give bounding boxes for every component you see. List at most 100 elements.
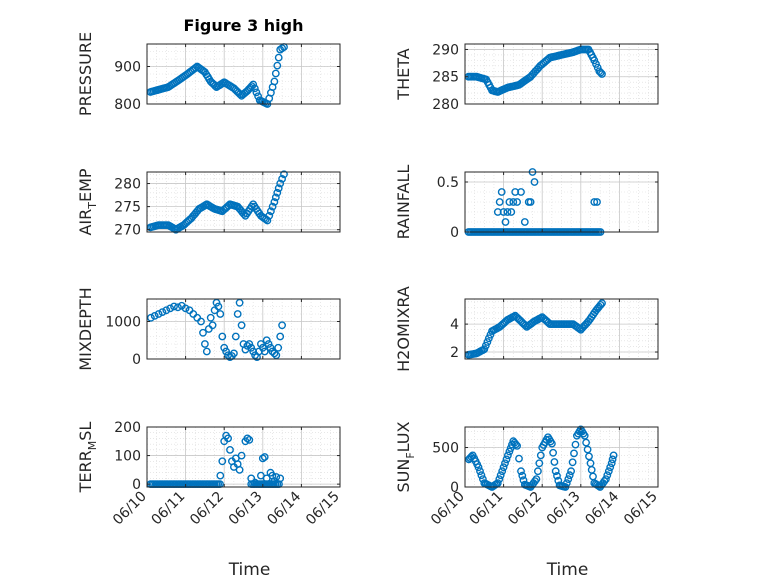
axes-box [464, 171, 659, 233]
y-tick-label: 100 [114, 449, 141, 465]
data-point [266, 207, 275, 216]
y-axis-label: RAINFALL [394, 165, 413, 240]
data-point [274, 343, 283, 352]
y-axis-label: PRESSURE [76, 32, 95, 116]
data-point [598, 299, 606, 308]
axes-box [464, 43, 659, 105]
data-point [582, 438, 590, 447]
data-point [243, 434, 252, 443]
data-point [273, 61, 282, 70]
data-point [497, 188, 506, 196]
y-tick-label: 1000 [105, 315, 141, 331]
data-point [271, 193, 280, 202]
y-tick-label: 275 [114, 200, 141, 216]
y-tick-label: 500 [432, 441, 459, 457]
y-tick-label: 4 [450, 317, 459, 333]
data-point [606, 463, 615, 472]
data-point [550, 458, 559, 466]
data-point [162, 306, 171, 315]
data-point [530, 178, 539, 186]
data-point [270, 349, 279, 358]
data-point [247, 474, 256, 483]
data-point [272, 473, 281, 481]
data-point [235, 298, 244, 307]
data-point [548, 439, 556, 448]
data-point [222, 347, 231, 356]
y-axis-label: TERRMSL [76, 422, 99, 494]
data-point [570, 449, 578, 458]
data-point [258, 454, 267, 463]
data-point [224, 434, 233, 443]
y-tick-label: 0 [450, 480, 459, 496]
marker-series [464, 45, 606, 96]
data-point [553, 471, 561, 480]
data-point [585, 452, 593, 461]
data-point [233, 310, 242, 318]
data-point [535, 459, 544, 468]
data-point [150, 311, 159, 320]
axes-box [146, 426, 341, 488]
axes-box [146, 298, 341, 360]
data-point [237, 451, 246, 460]
data-point [202, 347, 211, 356]
data-point [604, 467, 613, 476]
data-point [495, 198, 504, 206]
axes-box [464, 298, 659, 360]
y-tick-label: 290 [432, 42, 459, 58]
minor-grid [464, 427, 659, 488]
data-point [517, 467, 525, 476]
data-point [583, 445, 592, 454]
y-axis-label: THETA [394, 48, 413, 100]
data-point [502, 455, 511, 464]
data-point [480, 345, 489, 354]
data-point [596, 68, 605, 77]
subplot-2: 280 285 290 THETA [394, 42, 659, 113]
data-point [549, 448, 557, 457]
data-point [484, 334, 493, 343]
data-point [263, 216, 272, 225]
data-point [483, 338, 492, 346]
data-point [252, 88, 261, 97]
data-point [513, 198, 521, 206]
data-point [235, 465, 244, 474]
data-point [493, 479, 502, 487]
data-point [505, 198, 514, 206]
data-point [154, 310, 163, 318]
data-point [250, 84, 259, 93]
data-point [518, 471, 527, 480]
y-tick-label: 280 [114, 177, 141, 193]
data-point [607, 459, 616, 468]
data-point [249, 80, 258, 89]
data-point [590, 198, 599, 206]
data-point [158, 308, 167, 316]
x-axis-label: Time [228, 560, 271, 580]
data-point [260, 453, 269, 461]
data-point [173, 303, 182, 312]
data-point [197, 317, 205, 326]
data-point [199, 328, 207, 337]
data-point [507, 208, 516, 216]
subplot-1: 800 900 PRESSURE Figure 3 high [76, 16, 341, 116]
data-point [567, 467, 575, 476]
data-point [237, 321, 246, 330]
y-axis-label: MIXDEPTH [76, 287, 95, 370]
data-point [218, 332, 227, 341]
y-tick-label: 280 [432, 97, 459, 113]
subplot-3: 270 275 280 AIRTEMP [76, 168, 341, 239]
data-point [264, 340, 273, 348]
data-point [170, 302, 178, 311]
data-point [166, 304, 175, 313]
data-point [515, 454, 523, 463]
data-point [231, 332, 240, 341]
data-point [251, 478, 260, 487]
data-point [262, 336, 271, 345]
data-point [534, 467, 542, 476]
minor-grid [146, 298, 341, 360]
data-point [270, 77, 279, 86]
data-point [499, 463, 508, 472]
x-axis-label: Time [546, 560, 589, 580]
data-point [526, 198, 535, 206]
data-point [501, 218, 510, 226]
data-point [532, 475, 541, 483]
y-tick-label: 0.5 [437, 175, 459, 191]
